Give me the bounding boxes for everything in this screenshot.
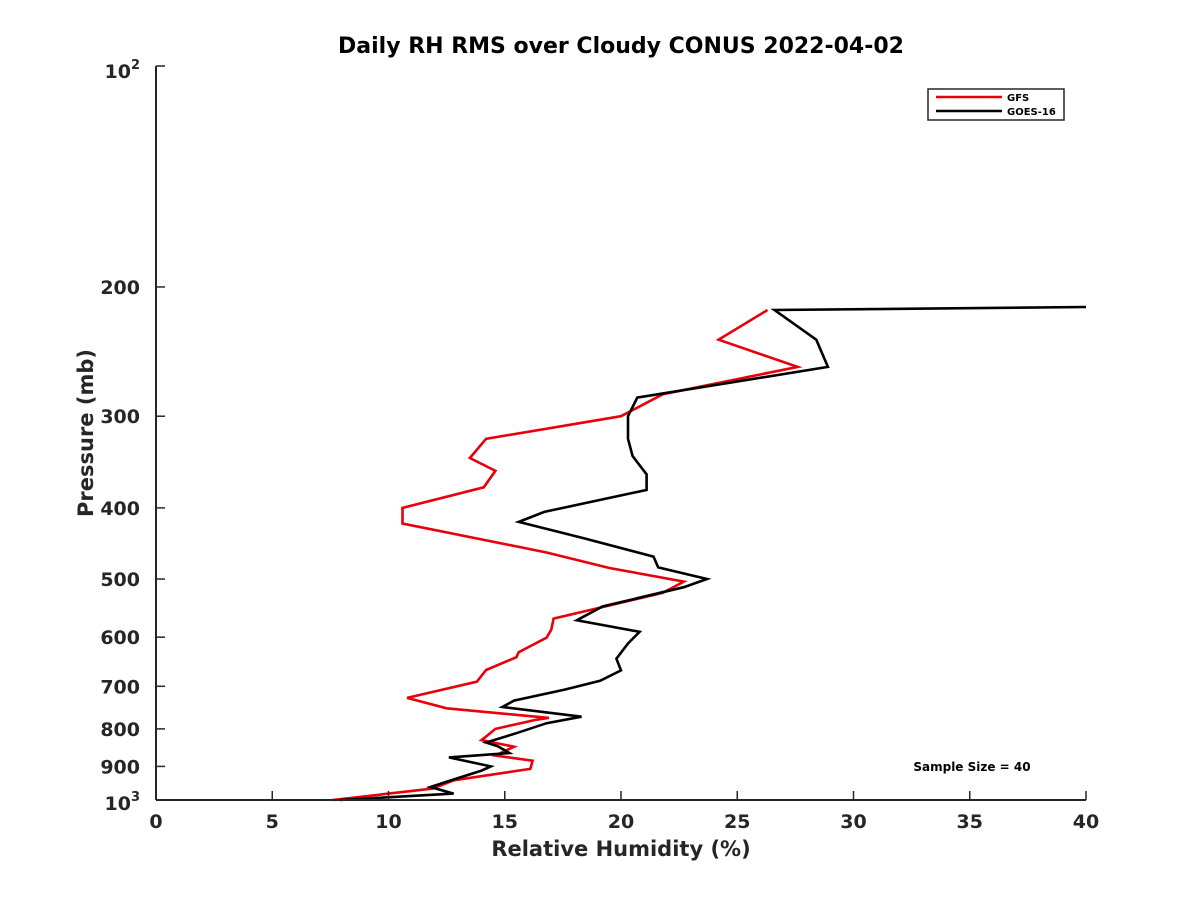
x-tick-label: 10	[375, 811, 401, 833]
x-tick-label: 40	[1073, 811, 1099, 833]
x-tick-label: 35	[957, 811, 983, 833]
legend: GFS GOES-16	[927, 88, 1065, 121]
y-tick-label: 600	[100, 627, 140, 649]
y-tick-label: 700	[100, 676, 140, 698]
y-axis-label: Pressure (mb)	[74, 349, 98, 517]
y-tick-label: 900	[100, 756, 140, 778]
chart-title: Daily RH RMS over Cloudy CONUS 2022-04-0…	[338, 34, 904, 59]
legend-label-gfs: GFS	[1007, 93, 1029, 104]
y-tick-label: 300	[100, 406, 140, 428]
x-tick-label: 30	[840, 811, 866, 833]
x-tick-label: 0	[149, 811, 162, 833]
y-tick-label-top: 102	[105, 58, 141, 83]
x-tick-label: 15	[492, 811, 518, 833]
series-line-goes16	[339, 305, 1087, 802]
y-tick-top-exp: 2	[131, 58, 140, 73]
y-tick-label: 800	[100, 719, 140, 741]
x-tick-label: 25	[724, 811, 750, 833]
y-tick-bottom-exp: 3	[131, 790, 140, 805]
y-tick-label: 400	[100, 498, 140, 520]
y-tick-label: 500	[100, 569, 140, 591]
x-axis-label: Relative Humidity (%)	[491, 837, 750, 861]
x-axis-ticks: 0 5 10 15 20 25 30 35 40	[149, 791, 1099, 833]
legend-label-goes16: GOES-16	[1007, 107, 1056, 118]
x-tick-label: 20	[608, 811, 634, 833]
sample-size-annotation: Sample Size = 40	[913, 760, 1030, 774]
series-line-gfs	[332, 308, 803, 802]
y-tick-label: 200	[100, 277, 140, 299]
legend-box	[927, 88, 1065, 121]
y-tick-top-base: 10	[105, 61, 131, 83]
y-tick-bottom-base: 10	[105, 793, 131, 815]
y-axis-ticks: 200 300 400 500 600 700 800 900	[100, 65, 165, 801]
y-tick-label-bottom: 103	[105, 790, 141, 815]
x-tick-label: 5	[266, 811, 279, 833]
series-layer	[332, 305, 1087, 802]
